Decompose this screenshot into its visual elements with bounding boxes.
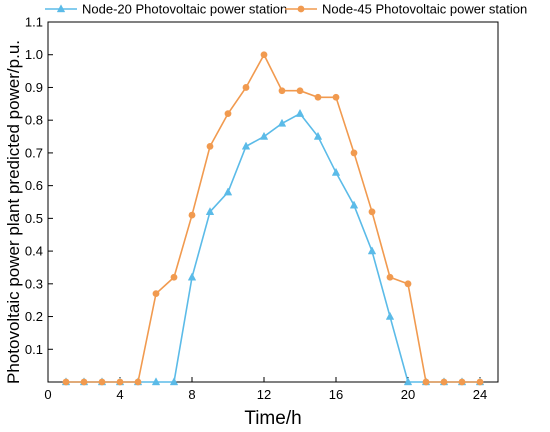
data-point-triangle bbox=[223, 187, 233, 196]
data-point-circle bbox=[134, 378, 142, 386]
data-point-triangle bbox=[295, 108, 305, 117]
data-point-circle bbox=[386, 273, 394, 281]
data-point-triangle bbox=[151, 377, 161, 386]
plot-frame bbox=[47, 21, 499, 383]
series-node-20 bbox=[61, 108, 485, 386]
x-tick-label: 16 bbox=[329, 387, 343, 402]
data-point-circle bbox=[368, 208, 376, 216]
y-tick-label: 0.1 bbox=[25, 342, 43, 357]
data-point-triangle bbox=[56, 4, 66, 13]
data-point-triangle bbox=[403, 377, 413, 386]
data-point-triangle bbox=[277, 118, 287, 127]
y-axis-label: Photovoltaic power plant predicted power… bbox=[4, 40, 23, 384]
data-point-circle bbox=[332, 93, 340, 101]
y-tick-label: 0.5 bbox=[25, 211, 43, 226]
data-point-circle bbox=[350, 149, 358, 157]
y-axis-ticks: 0.1 0.2 0.3 0.4 0.5 0.6 0.7 0.8 0.9 1.0 1.1 bbox=[25, 15, 53, 357]
data-point-triangle bbox=[367, 246, 377, 255]
data-point-circle bbox=[116, 378, 124, 386]
y-tick-label: 1.1 bbox=[25, 15, 43, 30]
legend-label: Node-45 Photovoltaic power station bbox=[322, 2, 527, 17]
data-point-circle bbox=[404, 280, 412, 288]
x-axis-label: Time/h bbox=[244, 408, 301, 429]
plot-area-border bbox=[47, 21, 499, 383]
y-tick-label: 0.7 bbox=[25, 145, 43, 160]
data-point-circle bbox=[440, 378, 448, 386]
legend-item: Node-45 Photovoltaic power station bbox=[285, 2, 527, 17]
data-point-circle bbox=[422, 378, 430, 386]
legend: Node-20 Photovoltaic power station Node-4… bbox=[45, 2, 527, 17]
data-point-circle bbox=[278, 87, 286, 95]
series-line bbox=[66, 53, 480, 383]
data-point-circle bbox=[297, 5, 305, 13]
data-point-circle bbox=[314, 93, 322, 101]
x-tick-label: 24 bbox=[473, 387, 487, 402]
data-point-triangle bbox=[241, 141, 251, 150]
data-point-circle bbox=[80, 378, 88, 386]
data-point-triangle bbox=[331, 167, 341, 176]
data-point-triangle bbox=[187, 272, 197, 281]
y-tick-label: 0.2 bbox=[25, 309, 43, 324]
y-tick-label: 0.4 bbox=[25, 244, 43, 259]
y-tick-label: 0.9 bbox=[25, 80, 43, 95]
data-point-triangle bbox=[313, 131, 323, 140]
x-tick-label: 0 bbox=[44, 387, 51, 402]
y-tick-label: 0.3 bbox=[25, 276, 43, 291]
data-point-triangle bbox=[205, 207, 215, 216]
data-point-circle bbox=[170, 273, 178, 281]
data-point-triangle bbox=[169, 377, 179, 386]
data-point-circle bbox=[188, 211, 196, 219]
y-tick-label: 0.8 bbox=[25, 113, 43, 128]
series-layer bbox=[61, 51, 485, 386]
data-point-circle bbox=[224, 110, 232, 118]
series-node-45 bbox=[62, 51, 484, 386]
y-tick-label: 1.0 bbox=[25, 47, 43, 62]
data-point-circle bbox=[242, 84, 250, 91]
x-axis-ticks: 0 4 8 12 16 20 24 bbox=[44, 377, 487, 402]
data-point-triangle bbox=[349, 200, 359, 209]
x-tick-label: 4 bbox=[116, 387, 123, 402]
data-point-circle bbox=[260, 51, 268, 59]
x-tick-label: 8 bbox=[188, 387, 195, 402]
legend-item: Node-20 Photovoltaic power station bbox=[45, 2, 287, 17]
data-point-circle bbox=[206, 142, 214, 150]
data-point-triangle bbox=[259, 131, 269, 140]
x-tick-label: 12 bbox=[257, 387, 271, 402]
data-point-triangle bbox=[385, 311, 395, 320]
data-point-circle bbox=[296, 87, 304, 95]
data-point-circle bbox=[476, 378, 484, 386]
data-point-circle bbox=[152, 290, 160, 298]
y-tick-label: 0.6 bbox=[25, 178, 43, 193]
data-point-circle bbox=[98, 378, 106, 386]
legend-label: Node-20 Photovoltaic power station bbox=[82, 2, 287, 17]
data-point-circle bbox=[62, 378, 70, 386]
x-tick-label: 20 bbox=[401, 387, 415, 402]
data-point-circle bbox=[458, 378, 466, 386]
